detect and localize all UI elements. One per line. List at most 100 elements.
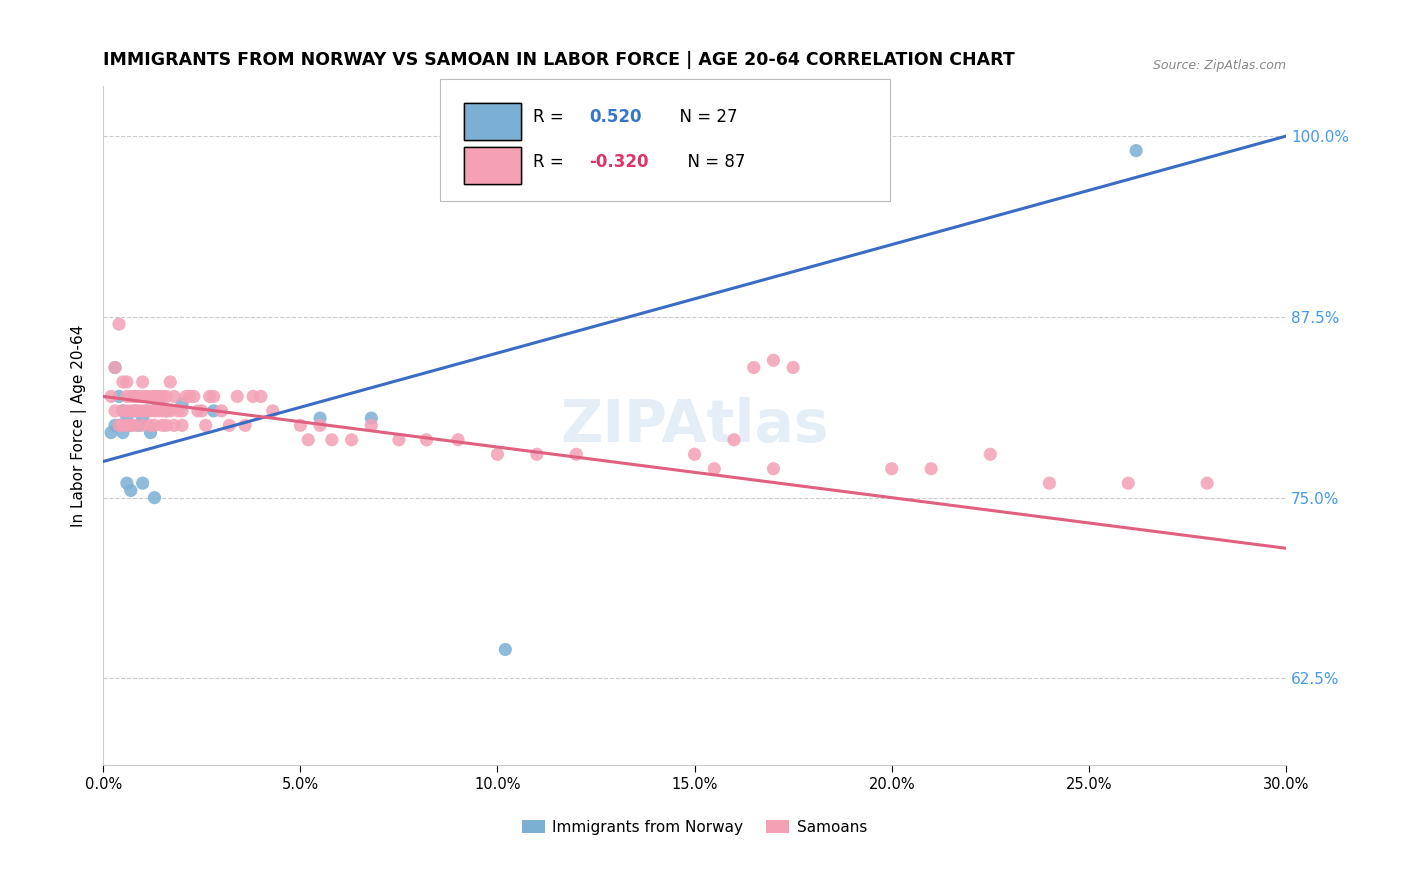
Point [139, 425, 162, 440]
Point [104, 418, 127, 433]
Point [187, 404, 209, 418]
Point [120, 404, 142, 418]
Point [191, 404, 214, 418]
Point [128, 418, 150, 433]
Text: N = 27: N = 27 [669, 109, 737, 127]
Point [226, 389, 249, 403]
Point [120, 483, 142, 498]
Point [139, 389, 162, 403]
Point [183, 389, 205, 403]
Point [170, 418, 193, 433]
Point [104, 404, 127, 418]
Point [218, 418, 240, 433]
Point [115, 476, 138, 491]
Point [920, 461, 942, 475]
Point [115, 375, 138, 389]
Point [242, 389, 264, 403]
Point [233, 418, 256, 433]
Point [250, 389, 273, 403]
Text: IMMIGRANTS FROM NORWAY VS SAMOAN IN LABOR FORCE | AGE 20-64 CORRELATION CHART: IMMIGRANTS FROM NORWAY VS SAMOAN IN LABO… [103, 51, 1015, 69]
Point [131, 418, 153, 433]
Point [120, 418, 142, 433]
Point [150, 418, 173, 433]
Point [135, 404, 157, 418]
Point [1038, 476, 1060, 491]
FancyBboxPatch shape [464, 103, 520, 140]
Point [155, 418, 177, 433]
Text: 0.520: 0.520 [589, 109, 641, 127]
Point [179, 389, 201, 403]
Point [115, 404, 138, 418]
Point [297, 433, 319, 447]
Point [202, 389, 225, 403]
Point [148, 389, 170, 403]
Point [124, 404, 146, 418]
Point [1197, 476, 1219, 491]
Point [104, 360, 127, 375]
Point [742, 360, 765, 375]
Y-axis label: In Labor Force | Age 20-64: In Labor Force | Age 20-64 [72, 324, 87, 526]
Point [155, 389, 177, 403]
Text: -0.320: -0.320 [589, 153, 648, 170]
Point [979, 447, 1001, 461]
Text: ZIPAtlas: ZIPAtlas [560, 397, 830, 454]
Point [262, 404, 284, 418]
Point [115, 389, 138, 403]
Point [111, 418, 134, 433]
Point [111, 404, 134, 418]
Point [494, 642, 516, 657]
Point [120, 418, 142, 433]
Point [340, 433, 363, 447]
Legend: Immigrants from Norway, Samoans: Immigrants from Norway, Samoans [516, 814, 873, 841]
Point [120, 389, 142, 403]
Point [108, 389, 131, 403]
Point [111, 375, 134, 389]
Point [108, 418, 131, 433]
Point [131, 389, 153, 403]
Point [143, 418, 166, 433]
Point [360, 411, 382, 425]
Point [170, 404, 193, 418]
Point [150, 389, 173, 403]
Point [309, 411, 332, 425]
Point [100, 425, 122, 440]
Text: R =: R = [533, 153, 568, 170]
Point [155, 404, 177, 418]
FancyBboxPatch shape [464, 146, 520, 184]
Point [526, 447, 548, 461]
Point [360, 418, 382, 433]
Point [447, 433, 470, 447]
Point [159, 375, 181, 389]
Point [1125, 144, 1147, 158]
Point [762, 353, 785, 368]
Point [104, 360, 127, 375]
Point [115, 411, 138, 425]
Point [155, 404, 177, 418]
Point [1116, 476, 1139, 491]
FancyBboxPatch shape [440, 78, 890, 201]
Point [143, 404, 166, 418]
Point [290, 418, 312, 433]
Point [202, 404, 225, 418]
Point [124, 389, 146, 403]
Point [128, 404, 150, 418]
Point [321, 433, 343, 447]
Point [135, 404, 157, 418]
Point [782, 360, 804, 375]
Point [880, 461, 903, 475]
Point [486, 447, 509, 461]
Point [415, 433, 437, 447]
Point [388, 433, 411, 447]
Point [131, 476, 153, 491]
Point [131, 411, 153, 425]
Text: N = 87: N = 87 [676, 153, 745, 170]
Point [111, 425, 134, 440]
Point [703, 461, 725, 475]
Point [108, 317, 131, 331]
Point [100, 389, 122, 403]
Point [163, 418, 186, 433]
Point [115, 418, 138, 433]
Point [174, 389, 197, 403]
Point [124, 418, 146, 433]
Point [198, 389, 221, 403]
